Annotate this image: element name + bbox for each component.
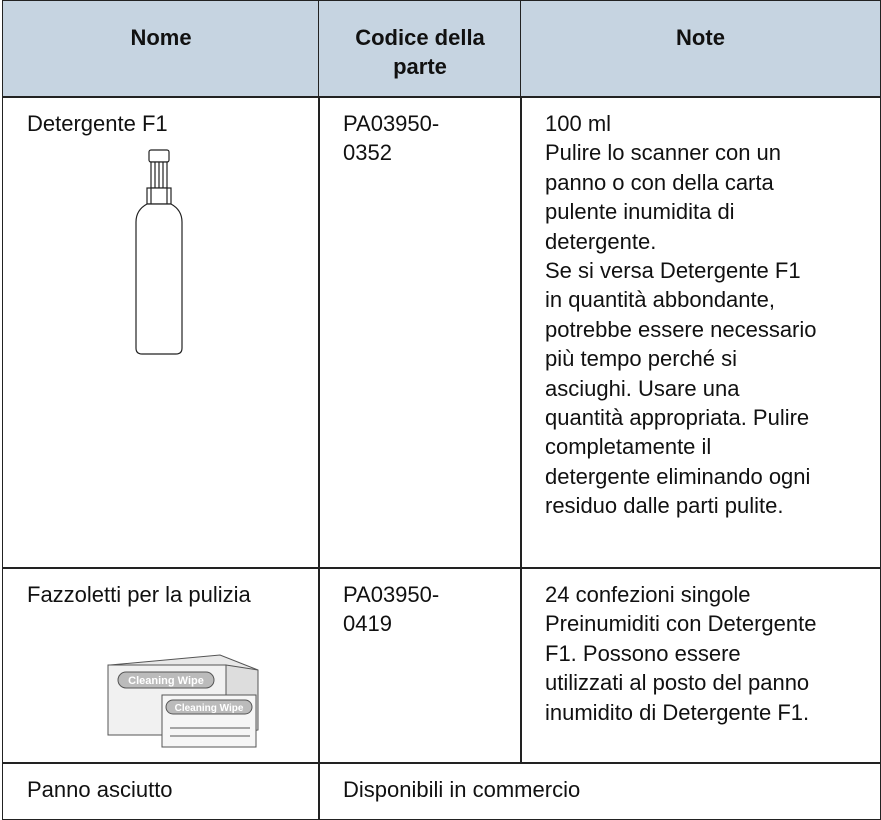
- text-line: Preinumiditi con Detergente: [545, 611, 817, 637]
- cell: 100 ml Pulire lo scanner con un panno o co…: [520, 96, 881, 569]
- text-line: residuo dalle parti pulite.: [545, 493, 784, 519]
- text-line: F1. Possono essere: [545, 640, 741, 666]
- text-line: Panno asciutto: [27, 777, 173, 802]
- text-line: detergente.: [545, 228, 657, 254]
- text-line: Disponibili in commercio: [343, 777, 581, 802]
- text-line: Note: [676, 25, 725, 50]
- text-line: 100 ml: [545, 111, 612, 136]
- text-line: detergente eliminando ogni: [545, 463, 811, 489]
- text-line: potrebbe essere necessario: [545, 316, 817, 342]
- cleaning-wipes-icon: Cleaning Wipe Cleaning Wipe: [107, 654, 259, 748]
- text-line: più tempo perché si: [545, 346, 737, 372]
- text-line: PA03950-: [343, 582, 440, 607]
- text-line: completamente il: [545, 434, 712, 460]
- cell: Detergente F1: [2, 96, 320, 569]
- text-line: panno o con della carta: [545, 169, 774, 195]
- text-line: Nome: [130, 25, 192, 50]
- text-line: inumidito di Detergente F1.: [545, 699, 810, 725]
- svg-text:Cleaning Wipe: Cleaning Wipe: [128, 675, 204, 687]
- text-line: 24 confezioni singole: [545, 582, 751, 607]
- text-line: PA03950-: [343, 111, 440, 136]
- text-line: Se si versa Detergente F1: [545, 258, 801, 284]
- text-line: parte: [393, 54, 447, 80]
- cell: Panno asciutto: [2, 762, 320, 820]
- text-line: in quantità abbondante,: [545, 287, 775, 313]
- header-cell: Codice della parte: [318, 0, 522, 98]
- text-line: Pulire lo scanner con un: [545, 140, 782, 166]
- text-line: 0419: [343, 611, 392, 637]
- spray-bottle-icon: [135, 149, 183, 355]
- text-line: Fazzoletti per la pulizia: [27, 582, 251, 607]
- cell: 24 confezioni singole Preinumiditi con De…: [520, 567, 881, 764]
- text-line: pulente inumidita di: [545, 199, 735, 225]
- text-line: Detergente F1: [27, 111, 168, 136]
- cell: PA03950- 0352: [318, 96, 522, 569]
- text-line: asciughi. Usare una: [545, 375, 740, 401]
- cell: PA03950- 0419: [318, 567, 522, 764]
- header-cell: Nome: [2, 0, 320, 98]
- text-line: utilizzati al posto del panno: [545, 670, 810, 696]
- header-cell: Note: [520, 0, 881, 98]
- text-line: Codice della: [355, 25, 485, 50]
- cell: Disponibili in commercio: [318, 762, 881, 820]
- text-line: quantità appropriata. Pulire: [545, 405, 810, 431]
- svg-text:Cleaning Wipe: Cleaning Wipe: [175, 703, 244, 714]
- text-line: 0352: [343, 140, 392, 166]
- cell: Fazzoletti per la pulizia: [2, 567, 320, 764]
